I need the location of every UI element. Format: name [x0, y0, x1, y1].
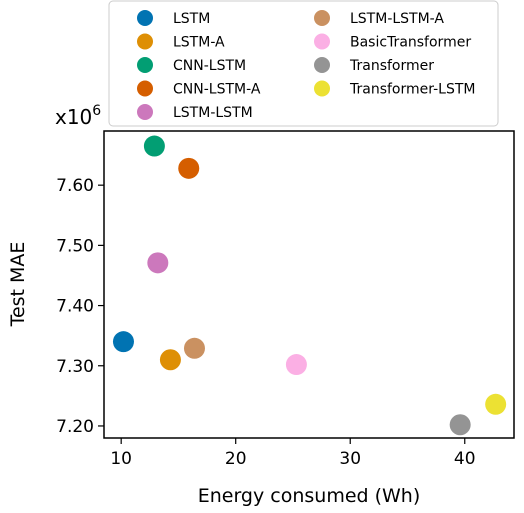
legend-marker-lstm-a — [137, 33, 153, 50]
legend-label-basictransformer: BasicTransformer — [350, 35, 471, 51]
legend-label-transformer: Transformer — [349, 58, 434, 74]
x-axis-ticks: 10 20 30 40 — [110, 438, 476, 469]
point-lstm-a — [159, 349, 181, 371]
legend-label-transformer-lstm: Transformer-LSTM — [349, 82, 475, 98]
legend-box — [108, 0, 499, 127]
legend-marker-lstm-lstm-a — [314, 10, 330, 26]
point-basictransformer — [285, 354, 307, 376]
y-axis-label: Test MAE — [7, 242, 29, 328]
point-lstm — [112, 331, 134, 353]
point-transformer-lstm — [485, 393, 507, 415]
x-tick-label: 30 — [339, 449, 361, 469]
y-axis-multiplier-base: x10 — [55, 105, 92, 129]
legend-marker-cnn-lstm-a — [137, 80, 153, 97]
legend-label-cnn-lstm: CNN-LSTM — [173, 58, 246, 74]
point-transformer — [449, 414, 471, 436]
legend-marker-lstm-lstm — [137, 104, 153, 120]
point-lstm-lstm — [147, 252, 169, 274]
y-tick-label: 7.50 — [56, 236, 94, 256]
y-axis-multiplier: x106 — [55, 103, 101, 129]
y-tick-label: 7.40 — [56, 297, 94, 317]
point-cnn-lstm — [143, 135, 165, 157]
legend-marker-transformer — [314, 57, 330, 73]
x-tick-label: 20 — [225, 449, 247, 469]
y-axis-ticks: 7.20 7.30 7.40 7.50 7.60 — [56, 176, 104, 437]
legend-label-lstm-lstm-a: LSTM-LSTM-A — [350, 11, 444, 27]
legend: LSTM LSTM-A CNN-LSTM CNN-LSTM-A LSTM-LSTM LST… — [108, 0, 499, 127]
x-tick-label: 10 — [110, 449, 132, 469]
legend-label-cnn-lstm-a: CNN-LSTM-A — [173, 82, 261, 98]
point-cnn-lstm-a — [178, 157, 200, 179]
legend-label-lstm: LSTM — [173, 11, 210, 27]
legend-marker-lstm — [137, 10, 153, 26]
y-tick-label: 7.30 — [56, 357, 94, 377]
legend-label-lstm-lstm: LSTM-LSTM — [173, 105, 253, 121]
x-tick-label: 40 — [454, 449, 476, 469]
x-axis-label: Energy consumed (Wh) — [198, 485, 421, 507]
legend-marker-basictransformer — [314, 33, 330, 50]
data-points — [112, 135, 507, 436]
y-axis-multiplier-exponent: 6 — [92, 103, 101, 119]
point-lstm-lstm-a — [183, 337, 205, 359]
legend-marker-transformer-lstm — [314, 80, 330, 97]
legend-label-lstm-a: LSTM-A — [173, 35, 225, 51]
y-tick-label: 7.20 — [56, 417, 94, 437]
plot-frame — [103, 130, 515, 439]
legend-marker-cnn-lstm — [137, 57, 153, 73]
y-tick-label: 7.60 — [56, 176, 94, 196]
